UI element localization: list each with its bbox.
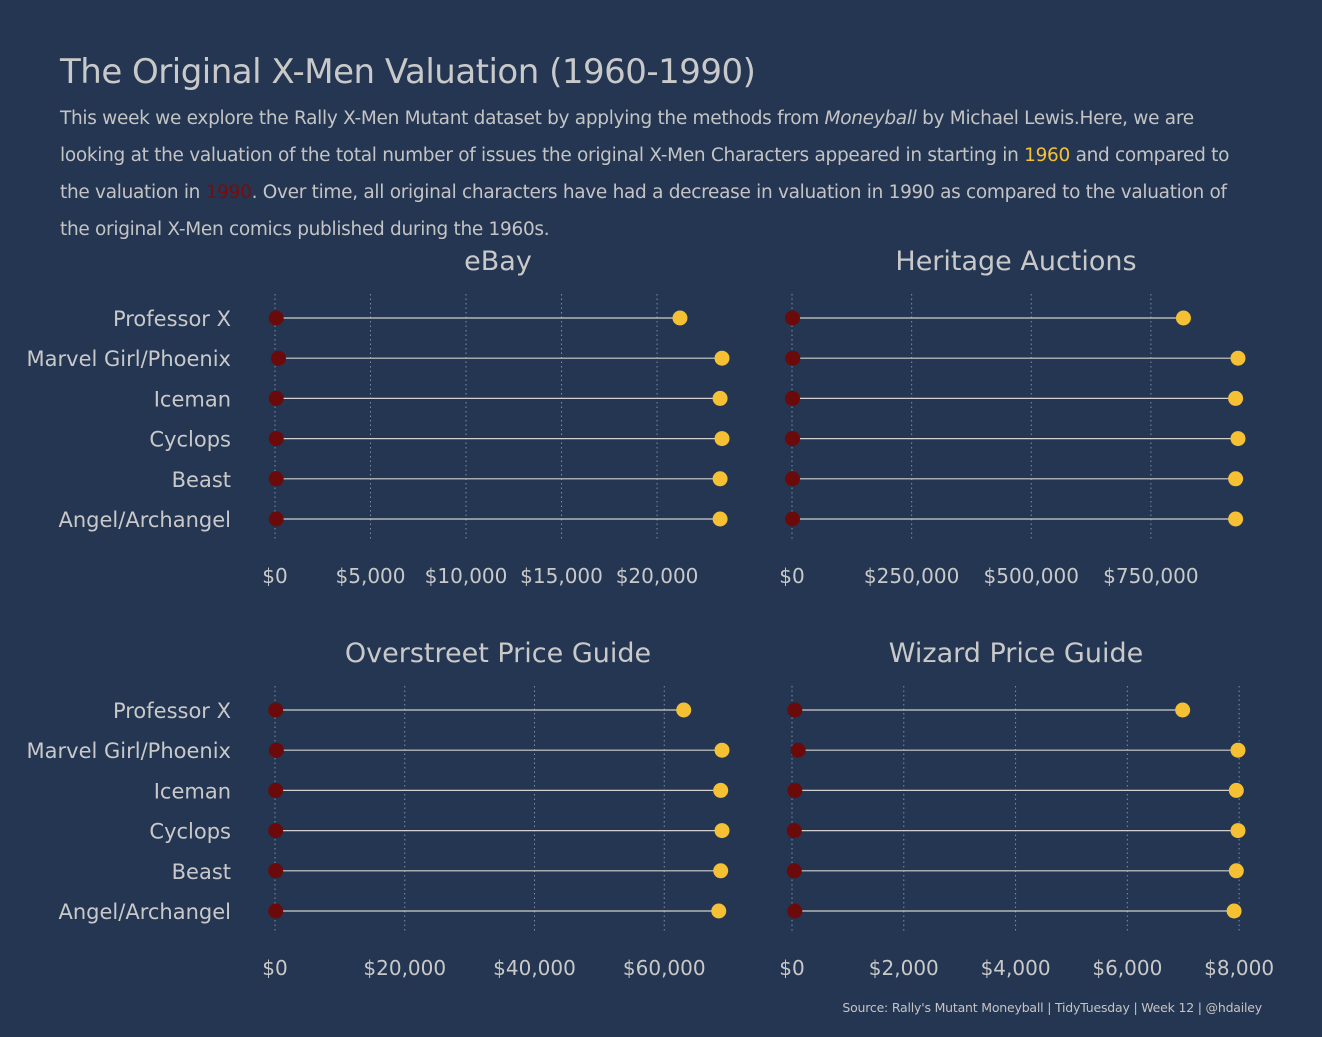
tick-label: $5,000 <box>336 564 406 588</box>
tick-label: $60,000 <box>623 956 706 980</box>
subtitle-part-1: This week we explore the Rally X-Men Mut… <box>60 108 825 129</box>
point-1990 <box>790 742 806 758</box>
category-label: Marvel Girl/Phoenix <box>27 739 231 763</box>
point-1960 <box>1228 511 1244 527</box>
tick-label: $750,000 <box>1103 564 1198 588</box>
panel-2: Overstreet Price Guide $0 $20,000 $40,000 $6… <box>27 638 730 980</box>
tick-label: $2,000 <box>869 956 939 980</box>
point-1960 <box>712 471 728 487</box>
point-1960 <box>714 350 730 366</box>
point-1990 <box>787 782 803 798</box>
point-1960 <box>712 511 728 527</box>
point-1960 <box>714 742 730 758</box>
category-label: Angel/Archangel <box>59 508 232 532</box>
point-1990 <box>784 471 800 487</box>
category-label: Beast <box>172 860 231 884</box>
point-1990 <box>784 310 800 326</box>
chart-title: The Original X-Men Valuation (1960-1990) <box>60 52 756 92</box>
tick-label: $0 <box>262 956 287 980</box>
tick-label: $4,000 <box>981 956 1051 980</box>
point-1990 <box>785 350 801 366</box>
tick-label: $20,000 <box>616 564 699 588</box>
point-1990 <box>268 310 284 326</box>
category-label: Professor X <box>113 699 231 723</box>
subtitle-year-1960: 1960 <box>1024 145 1070 166</box>
tick-label: $40,000 <box>493 956 576 980</box>
point-1960 <box>1230 742 1246 758</box>
subtitle-part-2: by Michael Lewis.Here, we are looking at… <box>60 108 1194 166</box>
tick-label: $0 <box>262 564 287 588</box>
tick-label: $15,000 <box>520 564 603 588</box>
category-label: Marvel Girl/Phoenix <box>27 347 231 371</box>
point-1990 <box>268 511 284 527</box>
point-1960 <box>1226 903 1242 919</box>
category-label: Professor X <box>113 307 231 331</box>
point-1960 <box>711 903 727 919</box>
point-1960 <box>676 702 692 718</box>
point-1960 <box>1228 863 1244 879</box>
category-label: Beast <box>172 468 231 492</box>
category-label: Cyclops <box>149 820 231 844</box>
source-caption: Source: Rally's Mutant Moneyball | TidyT… <box>842 1000 1262 1015</box>
panel-title: eBay <box>464 246 532 277</box>
point-1960 <box>1175 310 1191 326</box>
point-1990 <box>784 511 800 527</box>
point-1990 <box>268 702 284 718</box>
point-1990 <box>268 431 284 447</box>
point-1960 <box>714 823 730 839</box>
point-1990 <box>270 350 286 366</box>
point-1990 <box>268 823 284 839</box>
point-1960 <box>1230 823 1246 839</box>
point-1990 <box>787 903 803 919</box>
panel-title: Overstreet Price Guide <box>345 638 651 669</box>
point-1990 <box>268 863 284 879</box>
tick-label: $0 <box>779 564 804 588</box>
point-1960 <box>1228 390 1244 406</box>
panel-3: Wizard Price Guide $0 $2,000 $4,000 $6,000 $8… <box>779 638 1274 980</box>
category-label: Iceman <box>154 779 231 803</box>
point-1960 <box>714 431 730 447</box>
subtitle-book-title: Moneyball <box>824 108 917 129</box>
panel-title: Heritage Auctions <box>895 246 1136 277</box>
point-1990 <box>787 702 803 718</box>
category-label: Angel/Archangel <box>59 900 232 924</box>
category-label: Cyclops <box>149 428 231 452</box>
point-1960 <box>1228 471 1244 487</box>
point-1960 <box>712 390 728 406</box>
subtitle-part-4: . Over time, all original characters hav… <box>60 182 1227 240</box>
panel-title: Wizard Price Guide <box>889 638 1143 669</box>
point-1990 <box>268 471 284 487</box>
point-1960 <box>672 310 688 326</box>
tick-label: $250,000 <box>864 564 959 588</box>
point-1990 <box>268 782 284 798</box>
point-1960 <box>713 782 729 798</box>
chart-subtitle: This week we explore the Rally X-Men Mut… <box>60 100 1260 248</box>
point-1990 <box>268 742 284 758</box>
point-1990 <box>786 863 802 879</box>
panel-1: Heritage Auctions $0 $250,000 $500,000 $750,… <box>779 246 1246 588</box>
tick-label: $8,000 <box>1204 956 1274 980</box>
point-1990 <box>784 390 800 406</box>
tick-label: $10,000 <box>425 564 508 588</box>
tick-label: $0 <box>779 956 804 980</box>
category-label: Iceman <box>154 387 231 411</box>
point-1990 <box>268 903 284 919</box>
panel-0: eBay $0 $5,000 $10,000 $15,000 $20,000 Profess… <box>27 246 730 588</box>
tick-label: $500,000 <box>984 564 1079 588</box>
subtitle-year-1990: 1990 <box>205 182 252 203</box>
point-1960 <box>1228 782 1244 798</box>
tick-label: $20,000 <box>363 956 446 980</box>
point-1990 <box>786 823 802 839</box>
point-1960 <box>1230 431 1246 447</box>
point-1990 <box>268 390 284 406</box>
subtitle-part-3: and compared to the valuation in <box>60 145 1230 203</box>
point-1960 <box>1175 702 1191 718</box>
point-1960 <box>713 863 729 879</box>
tick-label: $6,000 <box>1092 956 1162 980</box>
point-1990 <box>784 431 800 447</box>
point-1960 <box>1230 350 1246 366</box>
